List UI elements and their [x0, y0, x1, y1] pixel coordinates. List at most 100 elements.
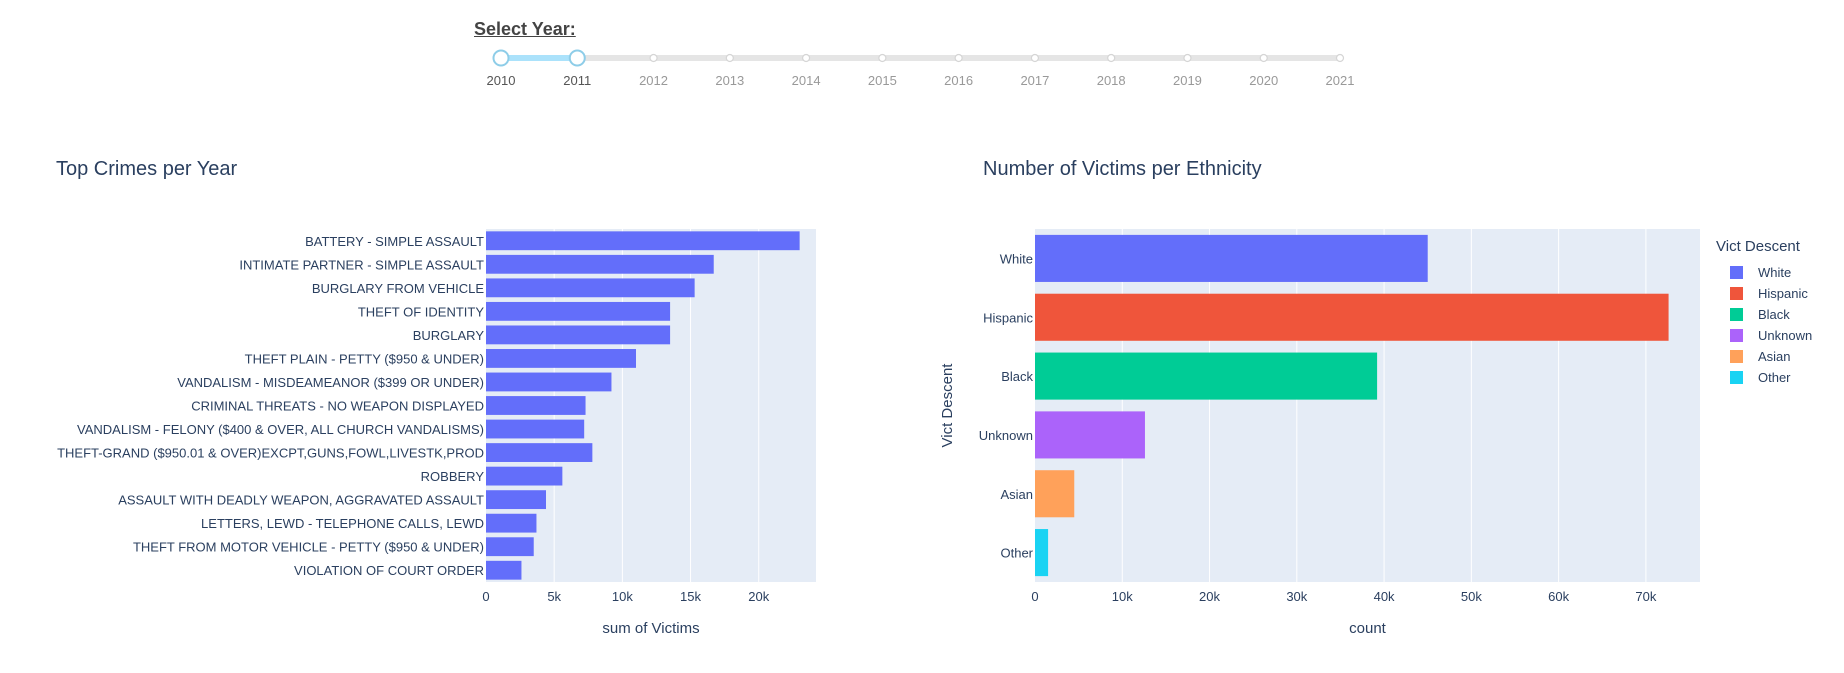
- legend-label: Other: [1758, 370, 1791, 385]
- legend-label: Unknown: [1758, 328, 1812, 343]
- slider-year-label: 2010: [487, 73, 516, 88]
- bar: [486, 490, 546, 510]
- x-tick-label: 0: [482, 589, 489, 604]
- x-tick-label: 60k: [1548, 589, 1569, 604]
- bar: [486, 560, 522, 580]
- bar: [486, 466, 563, 486]
- slider-mark-dot: [1030, 53, 1040, 63]
- legend-swatch: [1730, 287, 1743, 300]
- slider-year-label: 2017: [1020, 73, 1049, 88]
- bar: [486, 254, 714, 274]
- legend-label: Asian: [1758, 349, 1791, 364]
- bar: [486, 537, 534, 557]
- slider-year-label: 2012: [639, 73, 668, 88]
- slider-end-handle[interactable]: [568, 49, 586, 67]
- slider-mark-dot: [1335, 53, 1345, 63]
- y-category-label: VANDALISM - MISDEAMEANOR ($399 OR UNDER): [177, 375, 484, 390]
- slider-start-handle[interactable]: [492, 49, 510, 67]
- bar: [486, 513, 537, 533]
- x-tick-label: 40k: [1374, 589, 1395, 604]
- legend-swatch: [1730, 266, 1743, 279]
- bar: [486, 396, 586, 415]
- slider-year-label: 2014: [792, 73, 821, 88]
- y-axis-title: Vict Descent: [939, 363, 956, 448]
- x-axis-title: count: [1349, 620, 1387, 637]
- x-tick-label: 10k: [1112, 589, 1133, 604]
- x-axis-title: sum of Victims: [602, 620, 699, 637]
- y-category-label: White: [1000, 251, 1033, 266]
- x-tick-label: 0: [1031, 589, 1038, 604]
- slider-year-label: 2013: [715, 73, 744, 88]
- bar: [486, 443, 593, 462]
- y-category-label: VANDALISM - FELONY ($400 & OVER, ALL CHU…: [77, 422, 484, 437]
- y-category-label: LETTERS, LEWD - TELEPHONE CALLS, LEWD: [201, 516, 484, 531]
- y-category-label: THEFT PLAIN - PETTY ($950 & UNDER): [245, 351, 484, 366]
- legend-label: White: [1758, 265, 1791, 280]
- legend-swatch: [1730, 350, 1743, 363]
- y-category-label: VIOLATION OF COURT ORDER: [294, 563, 484, 578]
- bar: [1035, 470, 1075, 518]
- slider-mark-dot: [1183, 53, 1192, 63]
- slider-year-label: 2015: [868, 73, 897, 88]
- slider-mark-dot: [954, 53, 963, 63]
- slider-year-label: 2020: [1249, 73, 1278, 88]
- slider-year-label: 2019: [1173, 73, 1202, 88]
- bar: [486, 419, 585, 439]
- y-category-label: Black: [1001, 369, 1033, 384]
- bar: [486, 372, 612, 392]
- year-range-slider[interactable]: 2010 2011 2012 2013 2014 2015 2016 2017 2018 2019…: [0, 0, 1844, 100]
- slider-mark-dot: [878, 53, 887, 63]
- bar: [486, 349, 636, 368]
- ethnicity-chart-title: Number of Victims per Ethnicity: [983, 158, 1262, 180]
- legend-swatch: [1730, 329, 1743, 342]
- legend-label: Hispanic: [1758, 286, 1808, 301]
- slider-mark-dot: [1107, 53, 1116, 63]
- y-category-label: INTIMATE PARTNER - SIMPLE ASSAULT: [239, 257, 484, 272]
- slider-mark-dot: [1259, 53, 1268, 63]
- bar: [486, 231, 800, 251]
- crimes-chart-title: Top Crimes per Year: [56, 158, 238, 180]
- x-tick-label: 10k: [612, 589, 633, 604]
- x-tick-label: 20k: [748, 589, 769, 604]
- legend-swatch: [1730, 308, 1743, 321]
- legend-title: Vict Descent: [1716, 238, 1801, 255]
- bar: [1035, 529, 1049, 577]
- x-tick-label: 15k: [680, 589, 701, 604]
- y-category-label: ROBBERY: [421, 469, 485, 484]
- y-category-label: BURGLARY: [413, 328, 485, 343]
- legend-swatch: [1730, 371, 1743, 384]
- x-tick-label: 50k: [1461, 589, 1482, 604]
- x-tick-label: 20k: [1199, 589, 1220, 604]
- x-tick-label: 70k: [1635, 589, 1656, 604]
- bar: [1035, 293, 1669, 341]
- bar: [1035, 234, 1428, 282]
- bar: [1035, 352, 1378, 400]
- x-tick-label: 30k: [1286, 589, 1307, 604]
- y-category-label: THEFT OF IDENTITY: [358, 304, 484, 319]
- y-category-label: THEFT FROM MOTOR VEHICLE - PETTY ($950 &…: [133, 540, 484, 555]
- slider-year-label: 2018: [1097, 73, 1126, 88]
- y-category-label: Asian: [1000, 487, 1033, 502]
- bar: [1035, 411, 1145, 459]
- y-category-label: ASSAULT WITH DEADLY WEAPON, AGGRAVATED A…: [118, 493, 484, 508]
- slider-year-label: 2021: [1326, 73, 1355, 88]
- bar: [486, 325, 671, 345]
- y-category-label: BATTERY - SIMPLE ASSAULT: [305, 234, 484, 249]
- legend-label: Black: [1758, 307, 1790, 322]
- slider-year-label: 2016: [944, 73, 973, 88]
- slider-mark-dot: [725, 53, 734, 63]
- slider-year-label: 2011: [563, 73, 591, 88]
- y-category-label: CRIMINAL THREATS - NO WEAPON DISPLAYED: [191, 399, 484, 414]
- y-category-label: Hispanic: [983, 310, 1033, 325]
- y-category-label: THEFT-GRAND ($950.01 & OVER)EXCPT,GUNS,F…: [57, 446, 484, 461]
- bar: [486, 301, 671, 321]
- top-crimes-chart: 0 5k 10k 15k 20k BATTERY - SIMPLE ASSAULT INTI…: [57, 229, 816, 637]
- y-category-label: Unknown: [979, 428, 1033, 443]
- slider-mark-dot: [649, 53, 658, 63]
- y-category-label: BURGLARY FROM VEHICLE: [312, 281, 485, 296]
- slider-mark-dot: [801, 53, 811, 63]
- slider-title: Select Year:: [474, 19, 576, 39]
- y-category-label: Other: [1000, 546, 1033, 561]
- bar: [486, 278, 695, 298]
- x-tick-label: 5k: [547, 589, 561, 604]
